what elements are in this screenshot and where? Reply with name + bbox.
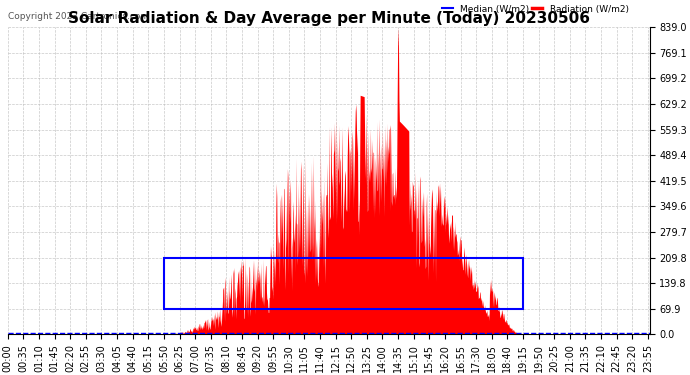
Legend: Median (W/m2), Radiation (W/m2): Median (W/m2), Radiation (W/m2) bbox=[438, 1, 632, 17]
Bar bbox=[164, 258, 523, 309]
Title: Solar Radiation & Day Average per Minute (Today) 20230506: Solar Radiation & Day Average per Minute… bbox=[68, 11, 590, 26]
Text: Copyright 2023 Cartronics.com: Copyright 2023 Cartronics.com bbox=[8, 12, 149, 21]
